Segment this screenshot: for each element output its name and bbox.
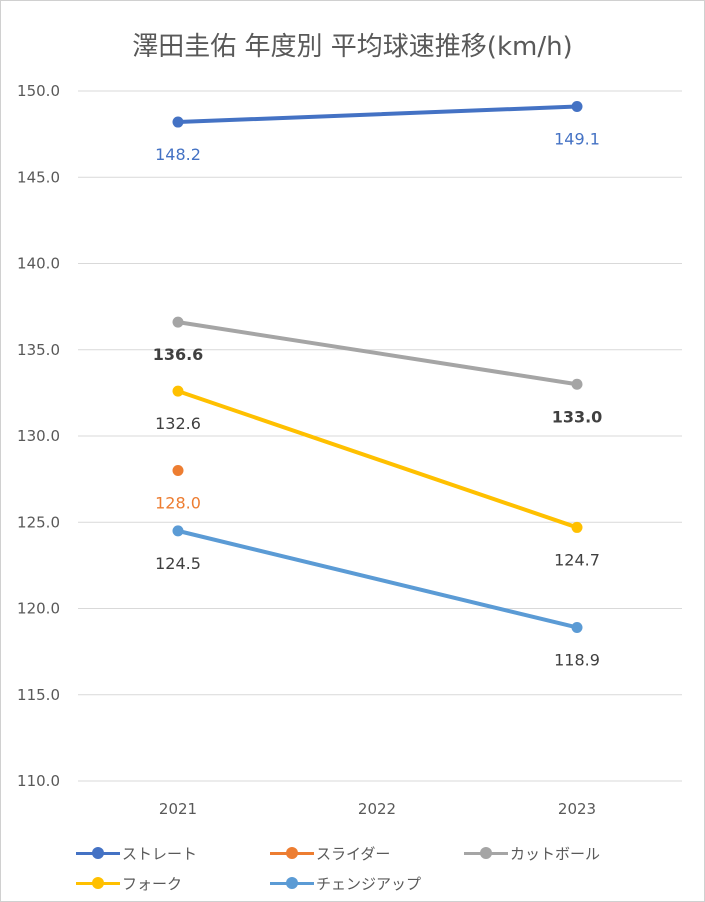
data-point [172,316,184,328]
legend-swatch [270,876,314,890]
data-point [172,525,184,537]
legend: ストレート スライダー カットボールフォーク チェンジアップ [0,838,705,898]
data-label: 128.0 [155,494,201,513]
legend-item: フォーク [76,868,182,898]
legend-marker [286,877,298,889]
data-label: 124.5 [155,554,201,573]
x-tick-label: 2022 [358,800,396,818]
legend-label: フォーク [122,874,183,893]
data-point [571,101,583,113]
legend-marker [92,847,104,859]
legend-swatch [464,846,508,860]
data-label: 118.9 [554,650,600,669]
data-label: 124.7 [554,550,600,569]
data-point [571,621,583,633]
data-label: 133.0 [552,407,603,426]
legend-swatch [76,846,120,860]
legend-marker [92,877,104,889]
data-labels: 148.2 149.1 128.0 136.6 133.0 132.6 124.7 124.5… [153,130,603,670]
legend-label: スライダー [316,844,391,863]
data-label: 148.2 [155,145,201,164]
y-tick-label: 135.0 [17,341,60,359]
y-tick-label: 145.0 [17,168,60,186]
y-tick-label: 150.0 [17,82,60,100]
legend-label: チェンジアップ [316,874,422,893]
data-label: 149.1 [554,130,600,149]
y-axis-ticks: 110.0 115.0 120.0 125.0 130.0 135.0 140.0 145.0… [17,82,60,790]
legend-marker [286,847,298,859]
x-axis-ticks: 2021 2022 2023 [159,800,596,818]
y-tick-label: 120.0 [17,600,60,618]
legend-item: ストレート [76,838,197,868]
line-chart: 110.0 115.0 120.0 125.0 130.0 135.0 140.0 145.0… [17,82,682,818]
y-tick-label: 115.0 [17,686,60,704]
series-line [176,320,579,387]
data-point [172,116,184,128]
y-tick-label: 140.0 [17,255,60,273]
legend-label: カットボール [510,844,601,863]
series-line [176,389,579,530]
y-tick-label: 110.0 [17,772,60,790]
series-line [176,528,579,630]
series-line [176,104,579,125]
legend-marker [480,847,492,859]
x-tick-label: 2023 [558,800,596,818]
data-label: 132.6 [155,414,201,433]
legend-item: チェンジアップ [270,868,421,898]
data-point [571,521,583,533]
x-tick-label: 2021 [159,800,197,818]
chart-title: 澤田圭佑 年度別 平均球速推移(km/h) [132,32,573,62]
data-point [172,385,184,397]
legend-item: カットボール [464,838,600,868]
grid-lines [78,90,682,782]
legend-swatch [76,876,120,890]
y-tick-label: 125.0 [17,513,60,531]
data-point [571,378,583,390]
series-lines [172,101,583,633]
legend-swatch [270,846,314,860]
data-label: 136.6 [153,345,204,364]
legend-label: ストレート [122,844,198,863]
legend-item: スライダー [270,838,390,868]
y-tick-label: 130.0 [17,427,60,445]
data-point [172,465,184,476]
